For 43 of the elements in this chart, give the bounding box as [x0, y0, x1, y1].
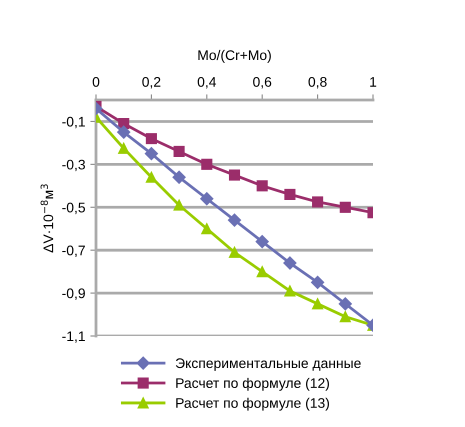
point	[338, 297, 352, 310]
point	[312, 298, 324, 310]
point	[256, 180, 268, 192]
y-tick-label: -0,7	[62, 246, 85, 257]
point	[228, 214, 242, 227]
x-tick-label: 0	[92, 77, 100, 87]
point	[284, 188, 296, 200]
point	[118, 142, 130, 154]
point	[174, 200, 185, 211]
legend-label: Расчет по формуле (12)	[176, 378, 329, 391]
point	[340, 311, 351, 322]
point	[201, 223, 212, 234]
x-axis-title: Mo/(Cr+Mo)	[198, 50, 271, 63]
y-tick-label: -0,5	[62, 202, 86, 214]
y-tick-label: -1,1	[62, 331, 85, 343]
point	[146, 172, 157, 183]
legend-label: Экспериментальные данные	[176, 358, 361, 371]
point	[312, 196, 324, 208]
x-tick-label: 1	[370, 77, 376, 87]
point	[311, 276, 324, 289]
point	[284, 285, 296, 296]
point	[144, 147, 158, 160]
point	[146, 133, 157, 144]
point	[117, 126, 130, 139]
x-tick-label: 0,6	[253, 77, 272, 88]
y-tick-label: -0,1	[62, 116, 85, 128]
point	[228, 170, 240, 181]
point	[172, 170, 186, 184]
point	[256, 266, 268, 278]
point	[201, 158, 212, 170]
point	[340, 202, 351, 213]
y-axis-title: ΔV·10$^{−8}$м$^{3}$	[40, 184, 54, 252]
x-tick-label: 0,8	[308, 77, 327, 88]
y-tick-label: -0,3	[62, 160, 85, 172]
y-tick-label: -0,9	[62, 288, 85, 300]
point	[174, 146, 185, 158]
point	[283, 256, 296, 270]
x-tick-label: 0,4	[198, 77, 216, 88]
point	[200, 192, 214, 206]
point	[228, 246, 240, 258]
x-tick-label: 0,2	[142, 77, 160, 88]
point	[256, 235, 269, 248]
legend-label: Расчет по формуле (13)	[176, 398, 329, 411]
